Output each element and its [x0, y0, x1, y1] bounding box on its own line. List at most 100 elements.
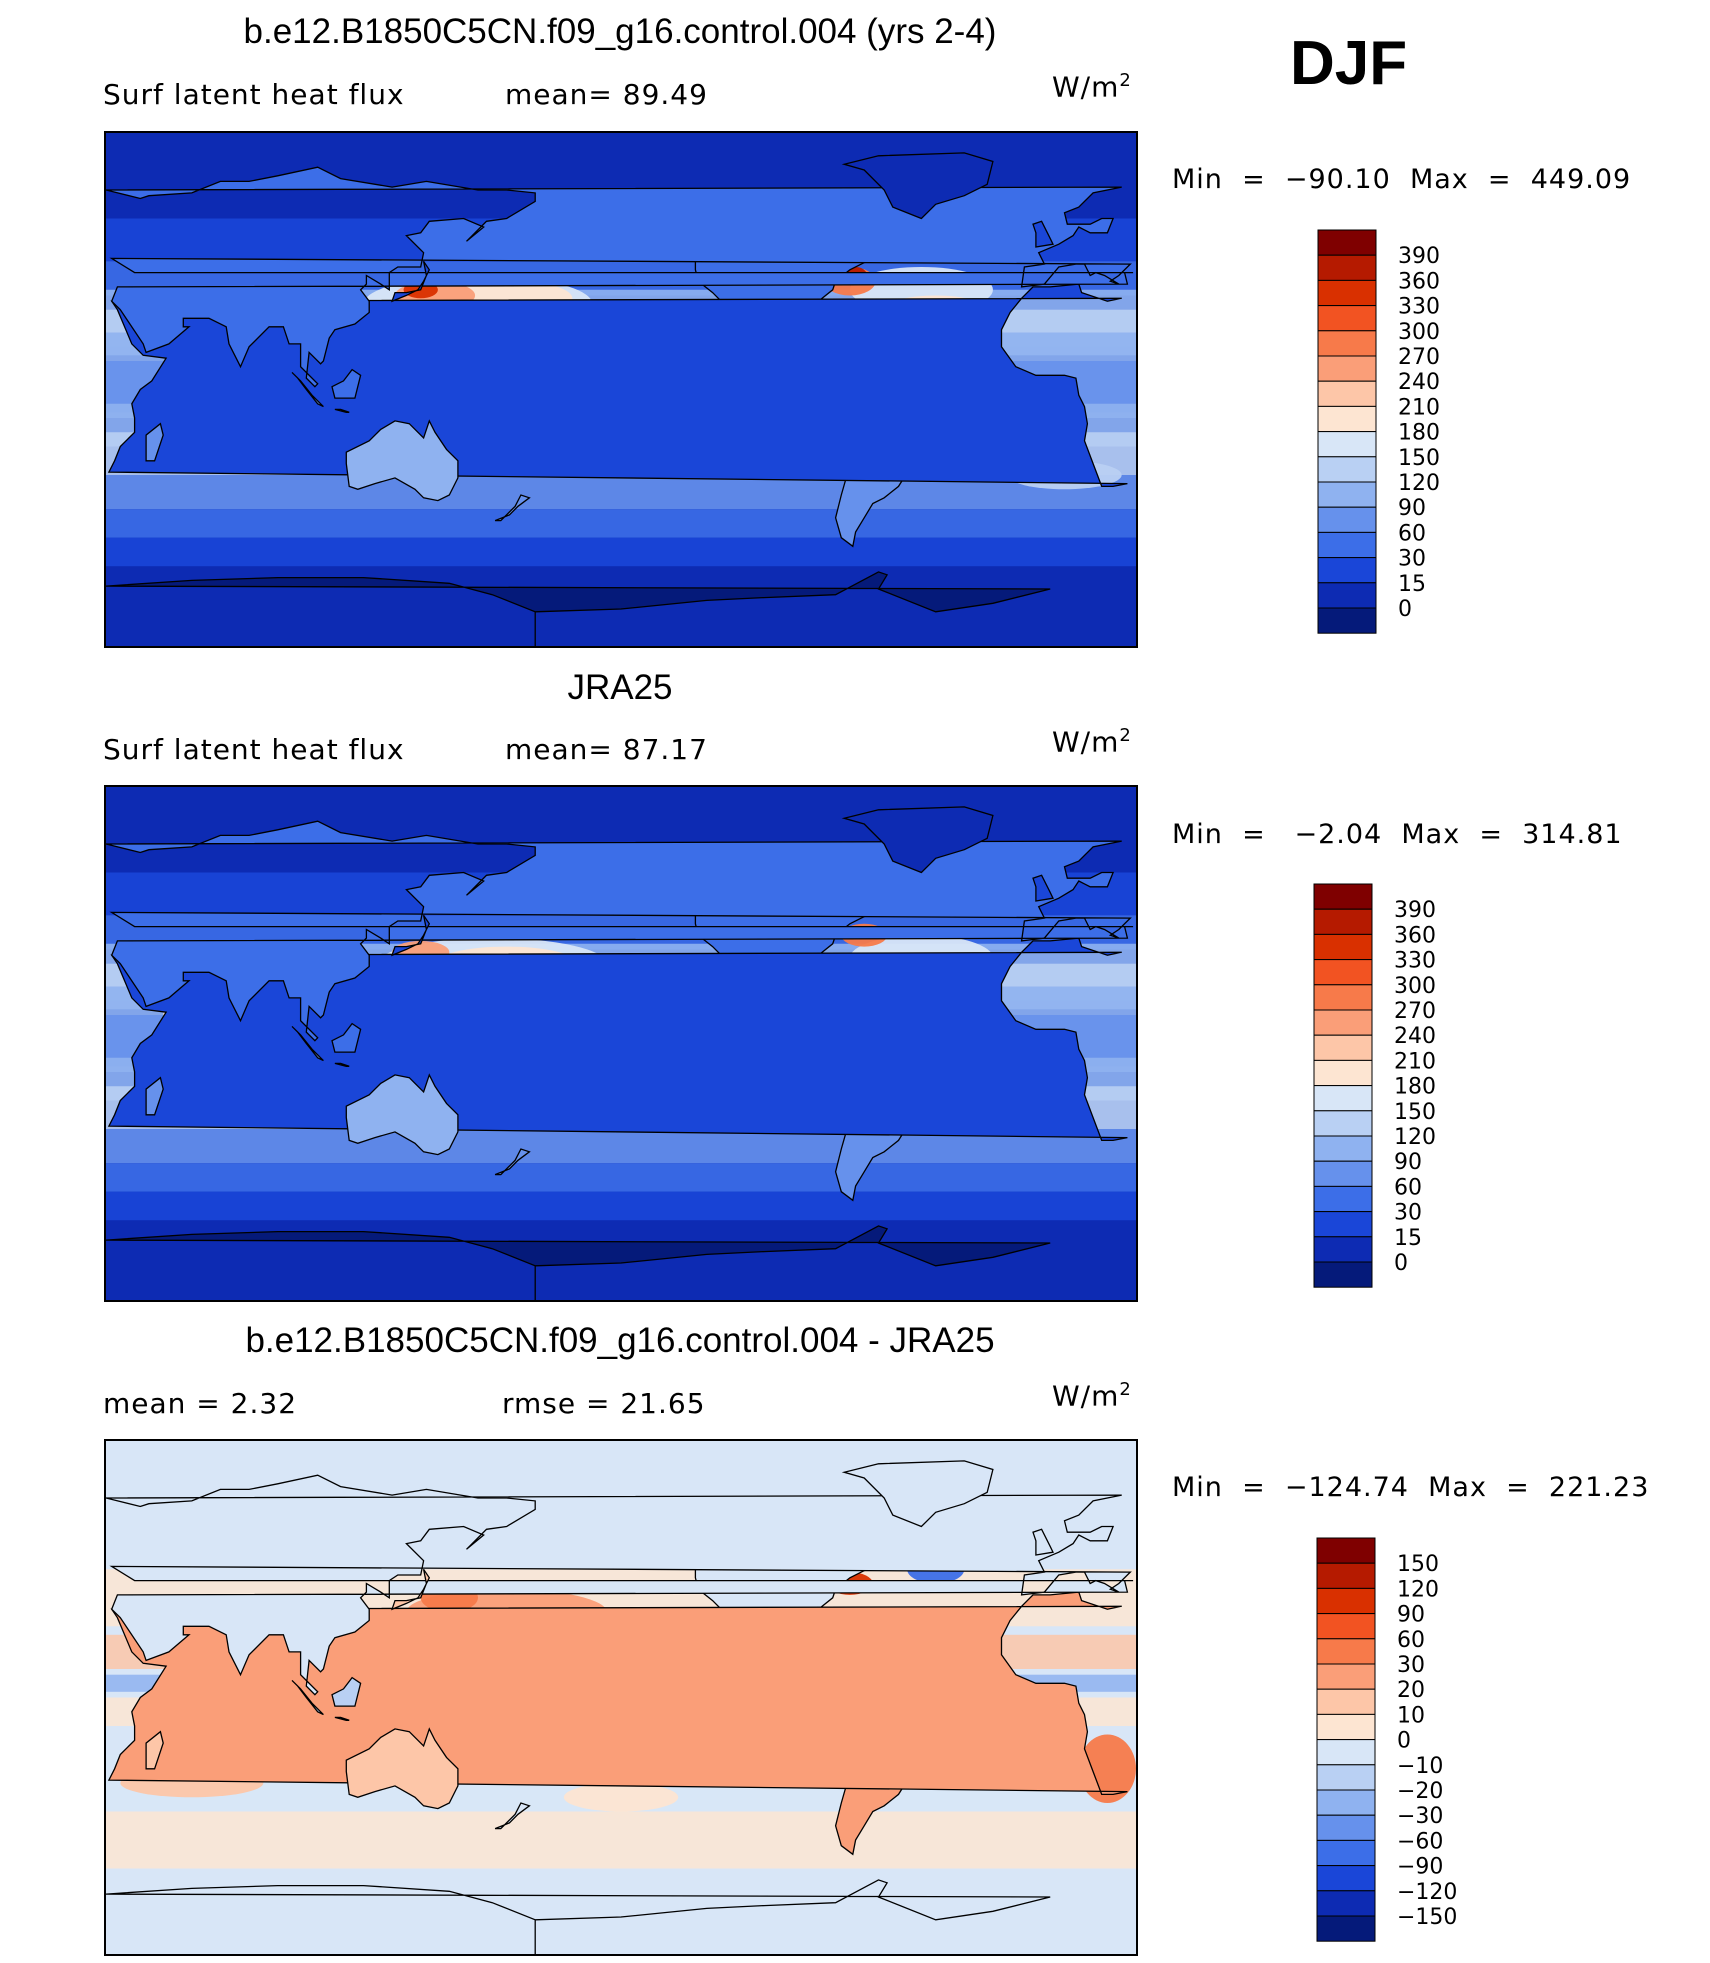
colorbar-tick-label: 360	[1394, 923, 1436, 948]
colorbar-tick-label: 60	[1397, 1628, 1425, 1653]
colorbar-tick-label: 330	[1394, 949, 1436, 974]
panel-3-units-exponent: 2	[1119, 1379, 1132, 1400]
colorbar-swatch	[1316, 1814, 1376, 1841]
colorbar-tick-label: 120	[1394, 1125, 1436, 1150]
colorbar-tick-label: 270	[1394, 999, 1436, 1024]
colorbar-tick-label: 30	[1397, 1653, 1425, 1678]
colorbar-swatch	[1316, 1638, 1376, 1665]
colorbar-tick-label: 15	[1398, 572, 1426, 597]
panel-2-map	[104, 785, 1138, 1302]
panel-2-colorbar: 390 360 330 300 270 240 210 180 150 120 90 60 30 15 0	[1313, 883, 1554, 1294]
colorbar-tick-label: 0	[1397, 1729, 1411, 1754]
colorbar-tick-label: −120	[1397, 1880, 1457, 1905]
panel-3-colorbar: 150 120 90 60 30 20 10 0 −10 −20 −30 −60 −90 −120 −150	[1316, 1537, 1557, 1948]
colorbar-swatch	[1313, 1059, 1373, 1087]
colorbar-tick-label: 210	[1394, 1049, 1436, 1074]
colorbar-swatch	[1313, 908, 1373, 935]
panel-1-min-max: Min = −90.10 Max = 449.09	[1172, 164, 1632, 195]
colorbar-swatch	[1316, 1663, 1376, 1690]
colorbar-tick-label: 210	[1398, 395, 1440, 420]
colorbar-swatch	[1313, 1236, 1373, 1263]
colorbar-tick-label: 60	[1398, 521, 1426, 546]
colorbar-swatch	[1317, 254, 1377, 281]
colorbar-tick-label: 270	[1398, 345, 1440, 370]
panel-3-mean-label: mean = 2.32	[103, 1387, 298, 1420]
colorbar-swatch	[1317, 380, 1377, 407]
colorbar-tick-label: 300	[1398, 320, 1440, 345]
panel-1-colorbar: 390 360 330 300 270 240 210 180 150 120 90 60 30 15 0	[1317, 229, 1558, 640]
colorbar-swatch	[1317, 607, 1377, 634]
colorbar-swatch	[1313, 1185, 1373, 1213]
colorbar-swatch	[1316, 1739, 1376, 1766]
colorbar-swatch	[1317, 355, 1377, 382]
colorbar-swatch	[1317, 456, 1377, 483]
colorbar-tick-label: 390	[1394, 898, 1436, 923]
colorbar-swatch	[1317, 582, 1377, 609]
colorbar-swatch	[1317, 405, 1377, 433]
colorbar-tick-label: 360	[1398, 269, 1440, 294]
colorbar-swatch	[1313, 1034, 1373, 1061]
colorbar-swatch	[1313, 1261, 1373, 1288]
panel-1-units: W/m2	[1052, 70, 1132, 103]
colorbar-swatch	[1316, 1890, 1376, 1917]
colorbar-tick-label: 180	[1398, 421, 1440, 446]
panel-3-map	[104, 1439, 1138, 1956]
colorbar-tick-label: 90	[1394, 1150, 1422, 1175]
colorbar-swatch	[1313, 1009, 1373, 1036]
colorbar-swatch	[1313, 883, 1373, 910]
colorbar-tick-label: 30	[1394, 1201, 1422, 1226]
colorbar-swatch	[1317, 330, 1377, 357]
panel-1-map	[104, 131, 1138, 648]
colorbar-tick-label: 0	[1398, 597, 1412, 622]
colorbar-swatch	[1317, 431, 1377, 458]
colorbar-swatch	[1317, 506, 1377, 533]
colorbar-swatch	[1313, 1135, 1373, 1162]
colorbar-tick-label: 330	[1398, 295, 1440, 320]
colorbar-swatch	[1313, 1085, 1373, 1112]
colorbar-swatch	[1317, 481, 1377, 508]
panel-3-min-max: Min = −124.74 Max = 221.23	[1172, 1472, 1650, 1503]
panel-2-title: JRA25	[567, 668, 673, 707]
colorbar-swatch	[1316, 1562, 1376, 1589]
colorbar-swatch	[1313, 959, 1373, 986]
colorbar-swatch	[1313, 984, 1373, 1011]
panel-1-units-base: W/m	[1052, 70, 1120, 104]
colorbar-swatch	[1317, 279, 1377, 307]
panel-1-mean-label: mean= 89.49	[505, 78, 708, 111]
colorbar-tick-label: 390	[1398, 244, 1440, 269]
colorbar-tick-label: 240	[1398, 370, 1440, 395]
colorbar-swatch	[1316, 1839, 1376, 1867]
colorbar-swatch	[1316, 1713, 1376, 1741]
panel-2-units-exponent: 2	[1119, 725, 1132, 746]
panel-2-min-max: Min = −2.04 Max = 314.81	[1172, 819, 1623, 850]
colorbar-tick-label: 15	[1394, 1226, 1422, 1251]
colorbar-swatch	[1316, 1915, 1376, 1942]
colorbar-tick-label: −10	[1397, 1754, 1443, 1779]
panel-1-variable-label: Surf latent heat flux	[103, 78, 405, 111]
colorbar-swatch	[1316, 1789, 1376, 1816]
panel-1-units-exponent: 2	[1119, 70, 1132, 91]
colorbar-tick-label: 60	[1394, 1175, 1422, 1200]
colorbar-swatch	[1317, 531, 1377, 559]
colorbar-swatch	[1316, 1688, 1376, 1715]
panel-3-units: W/m2	[1052, 1379, 1132, 1412]
colorbar-swatch	[1313, 1211, 1373, 1238]
colorbar-swatch	[1317, 305, 1377, 332]
panel-3-title: b.e12.B1850C5CN.f09_g16.control.004 - JR…	[245, 1321, 995, 1360]
colorbar-swatch	[1317, 557, 1377, 584]
colorbar-tick-label: −30	[1397, 1804, 1443, 1829]
panel-3-rmse-label: rmse = 21.65	[502, 1387, 706, 1420]
colorbar-tick-label: 20	[1397, 1678, 1425, 1703]
colorbar-swatch	[1313, 933, 1373, 961]
colorbar-swatch	[1316, 1537, 1376, 1564]
panel-2-units: W/m2	[1052, 725, 1132, 758]
colorbar-swatch	[1316, 1865, 1376, 1892]
colorbar-tick-label: 30	[1398, 547, 1426, 572]
colorbar-tick-label: −90	[1397, 1855, 1443, 1880]
colorbar-tick-label: 120	[1397, 1577, 1439, 1602]
panel-2-units-base: W/m	[1052, 725, 1120, 759]
colorbar-tick-label: 240	[1394, 1024, 1436, 1049]
colorbar-tick-label: 180	[1394, 1075, 1436, 1100]
colorbar-tick-label: −60	[1397, 1829, 1443, 1854]
colorbar-swatch	[1316, 1587, 1376, 1615]
